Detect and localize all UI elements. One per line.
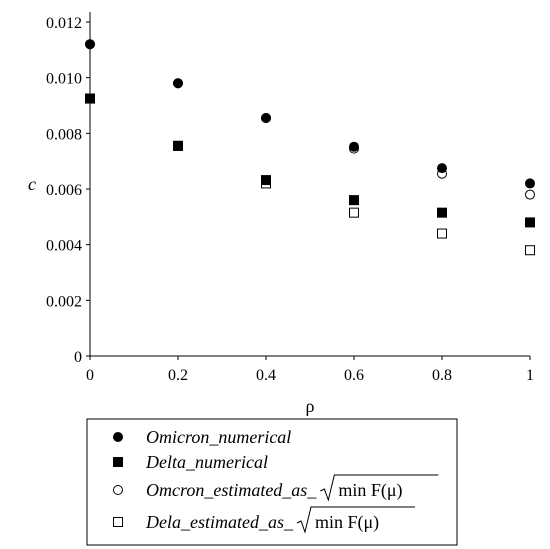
- data-point-filled-circle: [261, 113, 271, 124]
- x-tick-label: 0: [86, 367, 94, 384]
- data-point-filled-square: [173, 140, 183, 151]
- y-tick-label: 0.002: [46, 293, 82, 310]
- data-point-filled-square: [261, 175, 271, 186]
- y-tick-label: 0.012: [46, 15, 82, 32]
- y-axis-label: c: [28, 174, 36, 194]
- data-points: [85, 39, 535, 256]
- data-point-filled-circle: [85, 39, 95, 50]
- data-point-open-square: [437, 228, 447, 239]
- x-ticks: 0 0.2 0.4 0.6 0.8 1: [86, 356, 534, 384]
- data-point-filled-square: [349, 195, 359, 206]
- sqrt-symbol: [320, 474, 439, 502]
- x-tick-label: 0.2: [168, 367, 188, 384]
- legend-marker-open-circle: [113, 485, 123, 495]
- x-axis-label: ρ: [306, 396, 315, 416]
- legend-label: Dela_estimated_as_: [145, 512, 294, 532]
- data-point-filled-circle: [437, 163, 447, 174]
- data-point-open-circle: [525, 189, 535, 200]
- y-tick-label: 0.008: [46, 126, 82, 143]
- legend-formula: min F(μ): [315, 512, 379, 533]
- data-point-filled-square: [85, 93, 95, 104]
- legend-marker-open-square: [113, 517, 123, 527]
- x-tick-label: 1: [526, 367, 534, 384]
- data-point-open-square: [349, 207, 359, 218]
- legend-marker-filled-square: [113, 457, 123, 467]
- y-tick-label: 0.004: [46, 238, 82, 255]
- y-ticks: 0 0.002 0.004 0.006 0.008 0.010 0.012: [46, 15, 90, 366]
- data-point-filled-square: [525, 217, 535, 228]
- x-tick-label: 0.6: [344, 367, 364, 384]
- legend-box: [86, 418, 458, 546]
- legend-formula: min F(μ): [338, 480, 402, 501]
- legend-marker-filled-circle: [113, 432, 123, 442]
- data-point-filled-square: [437, 207, 447, 218]
- legend-label: Omcron_estimated_as_: [146, 480, 317, 500]
- legend-label: Omicron_numerical: [146, 427, 291, 447]
- data-point-filled-circle: [173, 78, 183, 89]
- sqrt-symbol: [296, 506, 415, 534]
- data-point-filled-circle: [525, 178, 535, 189]
- x-tick-label: 0.4: [256, 367, 276, 384]
- axes: [89, 12, 530, 357]
- data-point-open-square: [525, 245, 535, 256]
- legend: Omicron_numerical Delta_numerical Omcron_e…: [86, 418, 458, 546]
- legend-label: Delta_numerical: [145, 452, 268, 472]
- y-tick-label: 0: [74, 349, 82, 366]
- y-tick-label: 0.006: [46, 182, 82, 199]
- x-tick-label: 0.8: [432, 367, 452, 384]
- y-tick-label: 0.010: [46, 71, 82, 88]
- data-point-filled-circle: [349, 141, 359, 152]
